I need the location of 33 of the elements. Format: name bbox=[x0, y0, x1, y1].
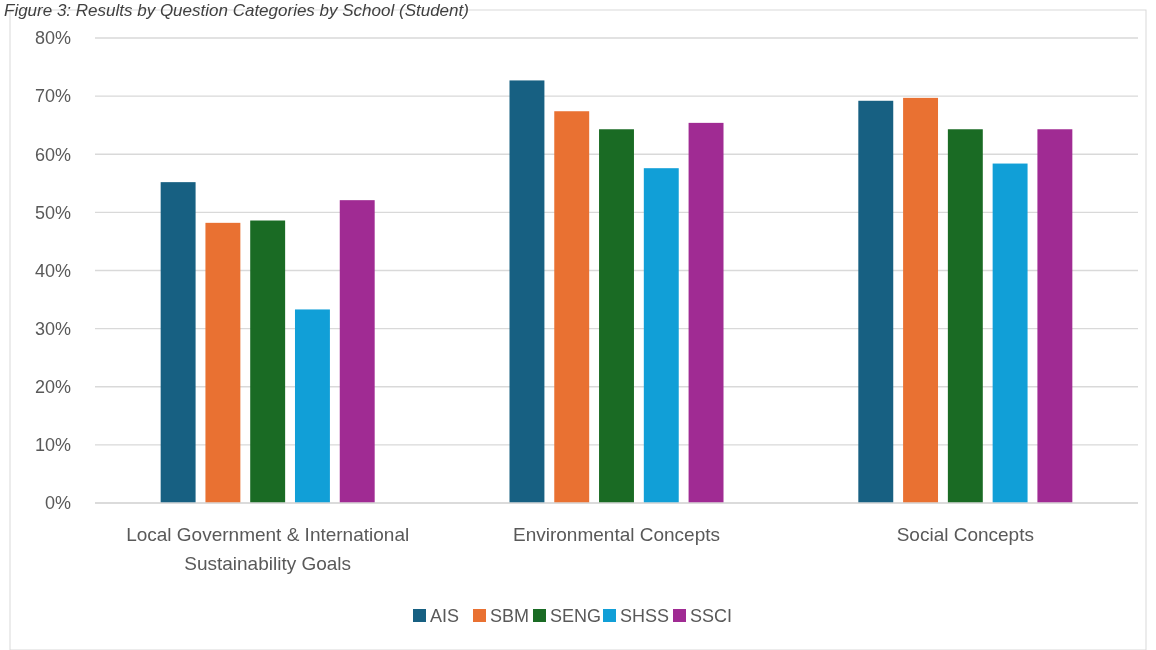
chart-title: Figure 3: Results by Question Categories by School (Student) bbox=[4, 1, 469, 20]
bar bbox=[160, 182, 196, 503]
bar bbox=[250, 220, 286, 503]
legend-label: SENG bbox=[550, 606, 602, 627]
bar bbox=[339, 200, 375, 503]
bar bbox=[509, 80, 545, 503]
x-tick-label: Environmental Concepts bbox=[513, 524, 720, 545]
bar bbox=[947, 129, 983, 503]
bar bbox=[688, 122, 724, 503]
x-tick-label: Local Government & International Sustainability Goals bbox=[126, 524, 410, 574]
y-tick-label: 70% bbox=[34, 86, 71, 107]
bar bbox=[643, 168, 679, 503]
bar bbox=[599, 129, 634, 503]
y-tick-label: 10% bbox=[34, 435, 71, 456]
y-tick-label: 50% bbox=[34, 202, 71, 223]
x-tick-label: Social Concepts bbox=[896, 524, 1034, 545]
y-tick-label: 80% bbox=[34, 28, 71, 49]
bar bbox=[554, 111, 590, 503]
y-tick-label: 20% bbox=[34, 377, 71, 398]
y-tick-label: 40% bbox=[34, 260, 71, 281]
legend-label: SSCI bbox=[690, 606, 733, 627]
bar bbox=[903, 97, 939, 503]
y-tick-label: 0% bbox=[44, 493, 71, 514]
bar bbox=[992, 163, 1028, 503]
legend-label: SBM bbox=[490, 606, 530, 627]
y-tick-label: 30% bbox=[34, 318, 71, 339]
bar bbox=[205, 222, 241, 503]
legend-label: SHSS bbox=[620, 606, 670, 627]
bar bbox=[294, 309, 330, 503]
bar bbox=[1037, 129, 1073, 503]
bar bbox=[858, 100, 894, 503]
y-tick-label: 60% bbox=[34, 144, 71, 165]
legend-label: AIS bbox=[430, 606, 460, 627]
